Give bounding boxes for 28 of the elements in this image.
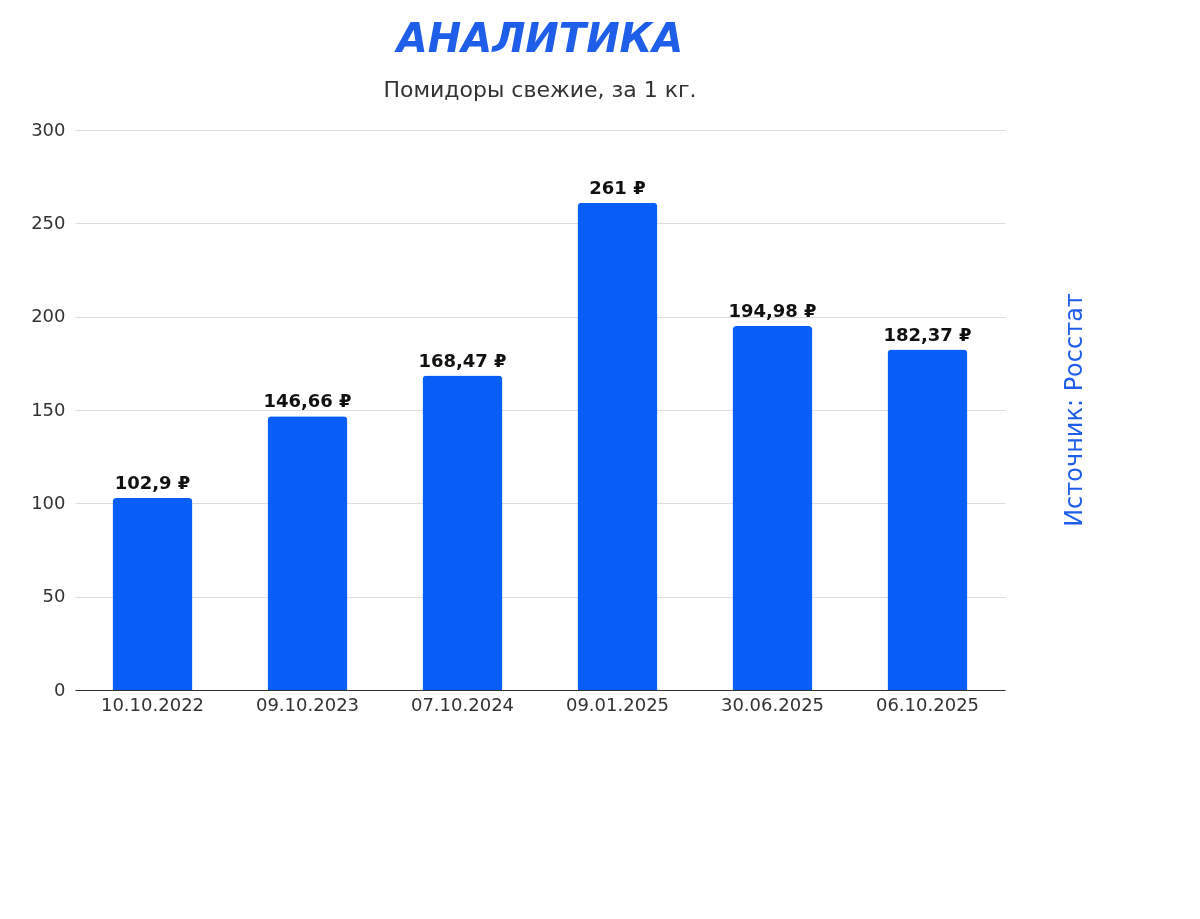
data-label: 194,98 ₽	[728, 300, 817, 322]
y-tick-label: 200	[31, 305, 66, 327]
chart-title: АНАЛИТИКА	[393, 15, 684, 61]
x-tick-label: 06.10.2025	[875, 693, 980, 715]
data-label: 102,9 ₽	[114, 471, 191, 493]
y-tick-label: 100	[31, 491, 66, 513]
bar	[112, 497, 193, 690]
x-tick-label: 10.10.2022	[100, 693, 205, 715]
x-tick-label: 07.10.2024	[410, 693, 515, 715]
y-tick-label: 0	[54, 678, 66, 700]
data-label: 261 ₽	[589, 176, 646, 198]
y-tick-label: 150	[31, 398, 66, 420]
y-tick-label: 250	[31, 211, 66, 233]
bar	[577, 202, 658, 690]
data-label: 146,66 ₽	[263, 390, 352, 412]
y-tick-label: 300	[31, 118, 66, 140]
text: Источник: Росстат	[1060, 293, 1088, 527]
chart-subtitle: Помидоры свежие, за 1 кг.	[383, 77, 697, 102]
bar	[267, 416, 348, 690]
x-tick-label: 30.06.2025	[720, 693, 825, 715]
y-tick-label: 50	[42, 585, 66, 607]
x-tick-label: 09.10.2023	[255, 693, 360, 715]
bar	[887, 349, 968, 690]
data-label: 168,47 ₽	[418, 349, 507, 371]
bar	[422, 375, 503, 690]
x-tick-label: 09.01.2025	[565, 693, 670, 715]
bar	[732, 326, 813, 690]
data-label: 182,37 ₽	[883, 323, 972, 345]
